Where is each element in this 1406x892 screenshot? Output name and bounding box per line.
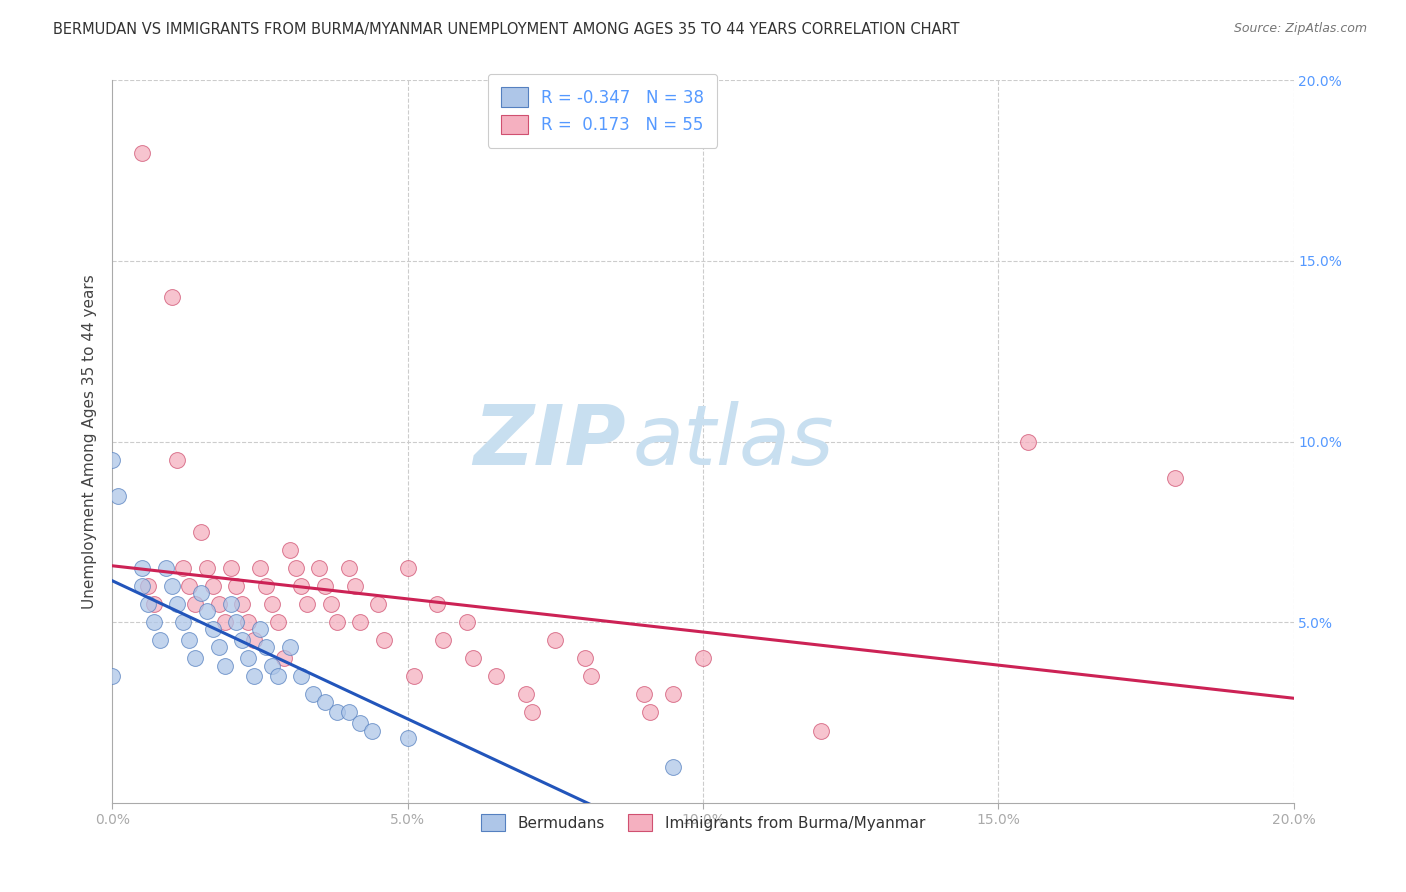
- Point: [367, 597, 389, 611]
- Point: [290, 579, 312, 593]
- Point: [166, 452, 188, 467]
- Point: [1164, 471, 1187, 485]
- Point: [195, 604, 218, 618]
- Point: [214, 615, 236, 630]
- Point: [396, 731, 419, 745]
- Point: [520, 706, 543, 720]
- Point: [184, 651, 207, 665]
- Point: [190, 524, 212, 539]
- Point: [515, 687, 537, 701]
- Point: [284, 561, 307, 575]
- Point: [243, 633, 266, 648]
- Point: [179, 633, 201, 648]
- Point: [308, 561, 330, 575]
- Point: [1017, 434, 1039, 449]
- Point: [131, 145, 153, 160]
- Text: Source: ZipAtlas.com: Source: ZipAtlas.com: [1233, 22, 1367, 36]
- Point: [662, 760, 685, 774]
- Point: [314, 579, 336, 593]
- Point: [249, 623, 271, 637]
- Point: [225, 579, 247, 593]
- Point: [142, 615, 165, 630]
- Point: [461, 651, 484, 665]
- Point: [172, 615, 194, 630]
- Point: [225, 615, 247, 630]
- Point: [273, 651, 295, 665]
- Point: [238, 651, 260, 665]
- Point: [149, 633, 172, 648]
- Point: [267, 669, 290, 683]
- Point: [136, 597, 159, 611]
- Point: [172, 561, 194, 575]
- Point: [343, 579, 366, 593]
- Point: [260, 658, 283, 673]
- Point: [208, 597, 231, 611]
- Point: [184, 597, 207, 611]
- Point: [254, 640, 277, 655]
- Point: [402, 669, 425, 683]
- Point: [131, 561, 153, 575]
- Point: [179, 579, 201, 593]
- Point: [302, 687, 325, 701]
- Point: [201, 579, 224, 593]
- Point: [574, 651, 596, 665]
- Y-axis label: Unemployment Among Ages 35 to 44 years: Unemployment Among Ages 35 to 44 years: [82, 274, 97, 609]
- Point: [579, 669, 602, 683]
- Point: [267, 615, 290, 630]
- Point: [456, 615, 478, 630]
- Legend: Bermudans, Immigrants from Burma/Myanmar: Bermudans, Immigrants from Burma/Myanmar: [474, 806, 932, 838]
- Point: [396, 561, 419, 575]
- Point: [662, 687, 685, 701]
- Point: [155, 561, 177, 575]
- Point: [692, 651, 714, 665]
- Point: [101, 669, 124, 683]
- Point: [136, 579, 159, 593]
- Point: [337, 561, 360, 575]
- Point: [633, 687, 655, 701]
- Point: [432, 633, 454, 648]
- Point: [638, 706, 661, 720]
- Point: [290, 669, 312, 683]
- Point: [238, 615, 260, 630]
- Text: atlas: atlas: [633, 401, 834, 482]
- Point: [214, 658, 236, 673]
- Point: [249, 561, 271, 575]
- Point: [278, 640, 301, 655]
- Point: [485, 669, 508, 683]
- Point: [219, 597, 242, 611]
- Point: [219, 561, 242, 575]
- Point: [166, 597, 188, 611]
- Point: [195, 561, 218, 575]
- Point: [231, 597, 253, 611]
- Point: [326, 615, 349, 630]
- Point: [142, 597, 165, 611]
- Point: [326, 706, 349, 720]
- Text: BERMUDAN VS IMMIGRANTS FROM BURMA/MYANMAR UNEMPLOYMENT AMONG AGES 35 TO 44 YEARS: BERMUDAN VS IMMIGRANTS FROM BURMA/MYANMA…: [53, 22, 960, 37]
- Point: [243, 669, 266, 683]
- Point: [254, 579, 277, 593]
- Point: [373, 633, 395, 648]
- Point: [544, 633, 567, 648]
- Point: [160, 579, 183, 593]
- Point: [101, 452, 124, 467]
- Point: [190, 586, 212, 600]
- Point: [337, 706, 360, 720]
- Point: [349, 716, 371, 731]
- Point: [201, 623, 224, 637]
- Point: [319, 597, 342, 611]
- Point: [278, 542, 301, 557]
- Point: [314, 695, 336, 709]
- Point: [107, 489, 129, 503]
- Point: [361, 723, 384, 738]
- Point: [810, 723, 832, 738]
- Point: [160, 290, 183, 304]
- Point: [260, 597, 283, 611]
- Point: [231, 633, 253, 648]
- Point: [426, 597, 449, 611]
- Point: [297, 597, 319, 611]
- Point: [131, 579, 153, 593]
- Text: ZIP: ZIP: [474, 401, 626, 482]
- Point: [208, 640, 231, 655]
- Point: [349, 615, 371, 630]
